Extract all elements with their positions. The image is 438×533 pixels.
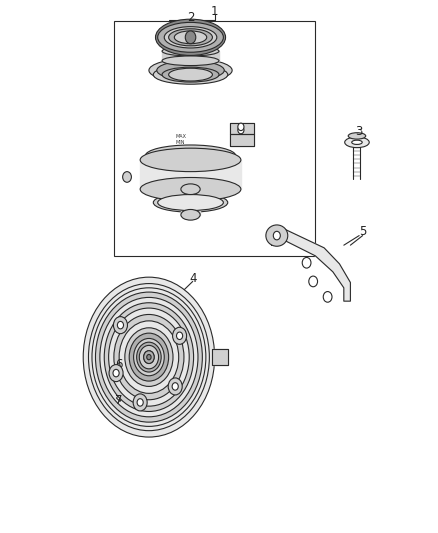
Ellipse shape [348, 133, 366, 139]
Circle shape [168, 378, 182, 395]
Circle shape [185, 31, 196, 44]
Ellipse shape [174, 31, 207, 44]
Ellipse shape [145, 149, 236, 171]
Circle shape [177, 332, 183, 340]
Ellipse shape [181, 184, 200, 195]
Ellipse shape [145, 145, 236, 166]
Circle shape [109, 365, 123, 382]
Circle shape [100, 297, 198, 417]
Text: MIN: MIN [175, 140, 185, 145]
Bar [114, 21, 315, 256]
Circle shape [302, 257, 311, 268]
Polygon shape [230, 134, 254, 146]
Text: 6: 6 [115, 358, 123, 371]
Ellipse shape [157, 61, 224, 80]
Ellipse shape [169, 29, 212, 46]
Polygon shape [117, 370, 138, 401]
Circle shape [140, 346, 158, 368]
Circle shape [137, 342, 161, 372]
Polygon shape [153, 75, 228, 203]
Polygon shape [272, 229, 350, 301]
Ellipse shape [345, 137, 369, 148]
Ellipse shape [149, 59, 232, 82]
Text: 3: 3 [356, 125, 363, 138]
Ellipse shape [158, 22, 223, 52]
Ellipse shape [140, 148, 241, 172]
Text: MAX: MAX [175, 133, 186, 139]
Ellipse shape [164, 27, 217, 48]
Circle shape [144, 351, 154, 364]
Circle shape [323, 292, 332, 302]
Circle shape [137, 399, 143, 406]
Polygon shape [145, 156, 236, 203]
Circle shape [83, 277, 215, 437]
Ellipse shape [181, 209, 200, 220]
Circle shape [273, 231, 280, 240]
Circle shape [125, 328, 173, 386]
Ellipse shape [155, 19, 226, 55]
Circle shape [139, 345, 159, 369]
Ellipse shape [140, 177, 241, 201]
Text: 5: 5 [359, 225, 366, 238]
Circle shape [129, 333, 169, 381]
Polygon shape [162, 51, 219, 61]
Text: 7: 7 [115, 394, 123, 407]
Circle shape [128, 361, 134, 368]
Circle shape [238, 123, 244, 131]
Circle shape [172, 383, 178, 390]
Ellipse shape [162, 67, 219, 82]
Circle shape [113, 369, 119, 377]
Ellipse shape [162, 46, 219, 56]
Text: 4: 4 [189, 272, 197, 285]
Circle shape [109, 308, 189, 406]
Circle shape [133, 394, 147, 411]
Text: 1: 1 [211, 5, 219, 18]
Circle shape [117, 321, 124, 329]
Text: 2: 2 [187, 11, 194, 23]
Circle shape [309, 276, 318, 287]
Polygon shape [181, 189, 200, 215]
Polygon shape [230, 123, 254, 134]
Circle shape [104, 303, 194, 411]
Ellipse shape [162, 56, 219, 66]
Circle shape [173, 327, 187, 344]
Ellipse shape [153, 65, 228, 84]
Circle shape [113, 317, 127, 334]
Ellipse shape [153, 193, 228, 212]
Circle shape [238, 126, 244, 134]
Polygon shape [140, 160, 241, 189]
Circle shape [123, 172, 131, 182]
Circle shape [134, 338, 164, 376]
Circle shape [119, 321, 179, 393]
Circle shape [114, 314, 184, 400]
Circle shape [124, 356, 138, 373]
Circle shape [147, 354, 151, 360]
Circle shape [88, 284, 209, 431]
Ellipse shape [352, 140, 362, 144]
Circle shape [95, 292, 202, 422]
Ellipse shape [169, 68, 212, 81]
Ellipse shape [266, 225, 288, 246]
Polygon shape [212, 349, 228, 365]
Circle shape [144, 351, 154, 364]
Circle shape [92, 288, 206, 426]
Ellipse shape [158, 195, 223, 211]
